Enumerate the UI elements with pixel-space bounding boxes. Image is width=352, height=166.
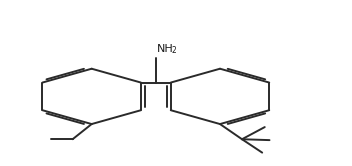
Text: 2: 2 [172, 46, 177, 55]
Text: NH: NH [157, 44, 173, 54]
